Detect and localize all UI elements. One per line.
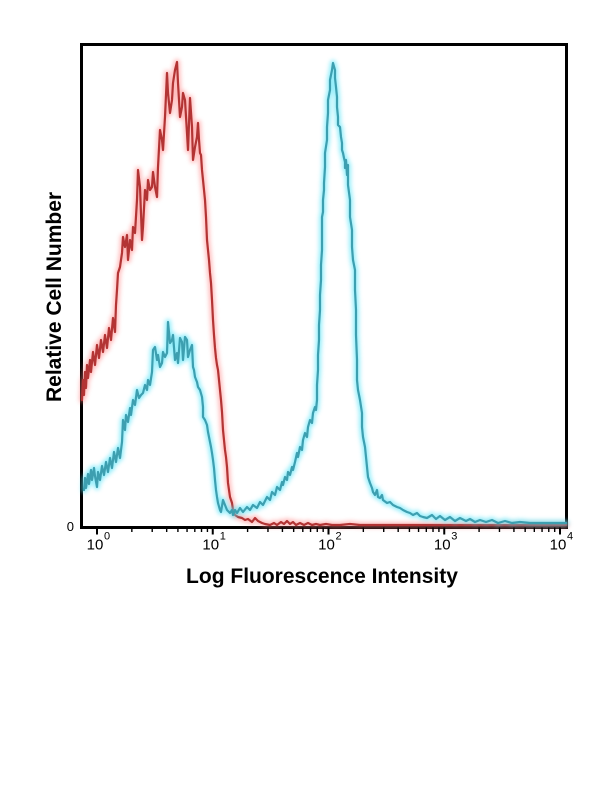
y-axis-title: Relative Cell Number [43, 192, 66, 402]
stained-sample-cyan-curve [82, 61, 568, 525]
x-tick-label-base: 10 [202, 537, 219, 554]
histogram-curves [79, 59, 569, 528]
x-axis-tick-labels: 10 0 10 1 10 2 10 3 10 4 [87, 531, 573, 554]
x-tick-label-base: 10 [318, 537, 335, 554]
y-axis-zero-label: 0 [67, 519, 74, 534]
x-axis-ticks [96, 527, 561, 535]
x-tick-label-base: 10 [550, 537, 567, 554]
plot-border [80, 43, 568, 529]
x-tick-label-exponent: 1 [220, 531, 226, 543]
x-tick-label-exponent: 4 [567, 531, 573, 543]
x-tick-label-base: 10 [87, 537, 104, 554]
x-tick-label-exponent: 3 [451, 531, 457, 543]
x-tick-label-exponent: 0 [104, 531, 110, 543]
isotype-control-red-curve [80, 60, 568, 527]
x-tick-label-base: 10 [434, 537, 451, 554]
x-axis-title: Log Fluorescence Intensity [186, 565, 458, 588]
x-tick-label-exponent: 2 [335, 531, 341, 543]
